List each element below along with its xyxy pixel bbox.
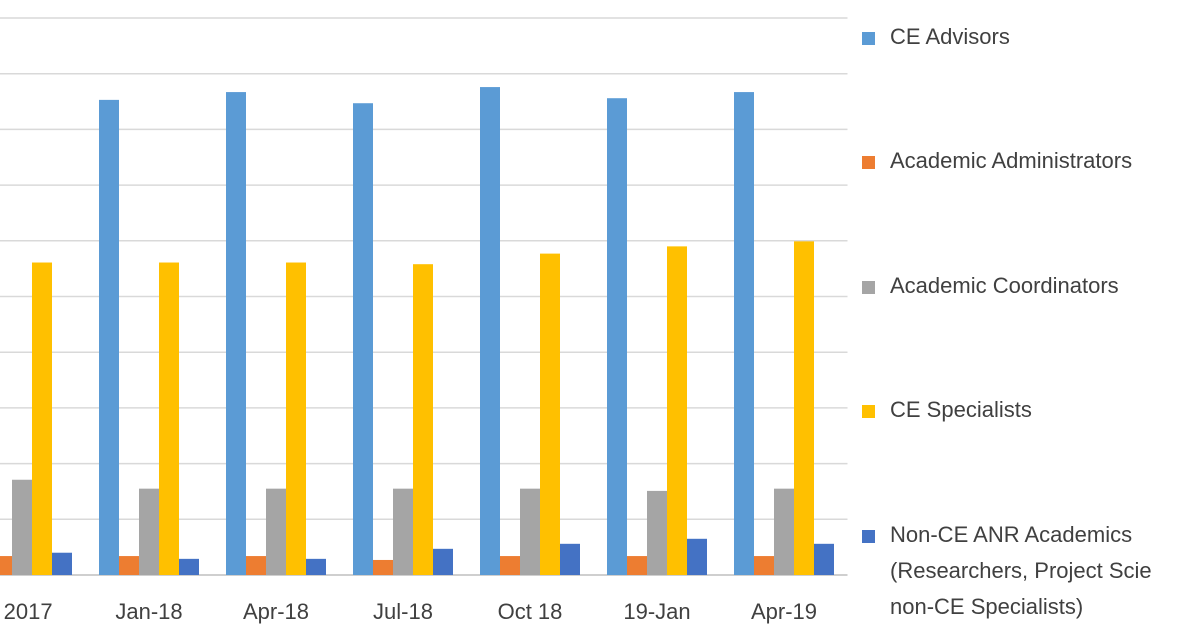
- x-tick-label: Jan-18: [115, 599, 182, 624]
- bar: [500, 556, 520, 575]
- bar: [774, 488, 794, 575]
- bar: [734, 92, 754, 576]
- bar: [560, 543, 580, 575]
- bar: [814, 543, 834, 575]
- x-tick-label: Jul-18: [373, 599, 433, 624]
- bar: [520, 488, 540, 575]
- x-tick-label: Apr-18: [243, 599, 309, 624]
- bar: [687, 538, 707, 575]
- bar: [306, 558, 326, 575]
- bar: [246, 556, 266, 575]
- bar: [12, 479, 32, 575]
- bar: [286, 262, 306, 575]
- x-tick-label: 19-Jan: [623, 599, 690, 624]
- legend-label: CE Specialists: [890, 397, 1032, 422]
- legend-label: CE Advisors: [890, 24, 1010, 49]
- bar: [647, 490, 667, 575]
- legend-swatch: [862, 156, 875, 169]
- bar: [754, 556, 774, 575]
- legend-label: Academic Coordinators: [890, 273, 1119, 298]
- x-tick-label: t 2017: [0, 599, 53, 624]
- bar: [179, 558, 199, 575]
- bar: [99, 99, 119, 575]
- bar: [480, 87, 500, 576]
- bar: [266, 488, 286, 575]
- bar: [667, 246, 687, 575]
- bar: [413, 264, 433, 575]
- bar: [119, 556, 139, 575]
- bar: [139, 488, 159, 575]
- bar: [52, 552, 72, 575]
- legend-swatch: [862, 32, 875, 45]
- bar: [373, 559, 393, 575]
- bar: [794, 241, 814, 575]
- legend-label: Non-CE ANR Academics (Researchers, Projec…: [890, 522, 1152, 619]
- legend-label: Academic Administrators: [890, 148, 1132, 173]
- legend-swatch: [862, 530, 875, 543]
- legend-swatch: [862, 281, 875, 294]
- bar: [0, 556, 12, 575]
- bar: [393, 488, 413, 575]
- bar: [433, 548, 453, 575]
- legend-swatch: [862, 405, 875, 418]
- bar: [607, 98, 627, 575]
- bar: [540, 253, 560, 575]
- x-tick-label: Apr-19: [751, 599, 817, 624]
- bar: [353, 103, 373, 575]
- x-tick-label: Oct 18: [498, 599, 563, 624]
- bar: [627, 556, 647, 575]
- bar: [226, 92, 246, 576]
- bar: [159, 262, 179, 575]
- bar: [32, 262, 52, 575]
